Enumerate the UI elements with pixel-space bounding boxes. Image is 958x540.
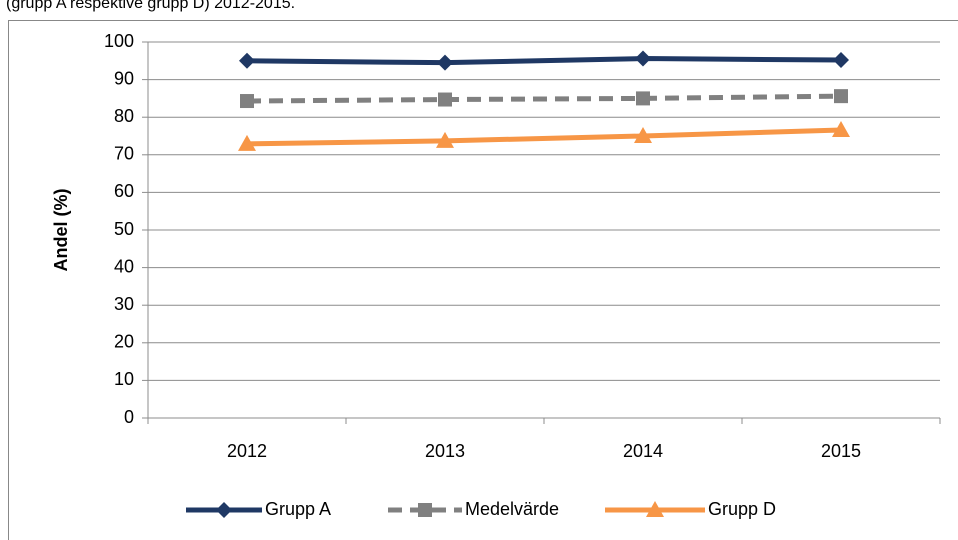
marker xyxy=(635,50,651,67)
chart-frame xyxy=(8,20,958,540)
marker xyxy=(636,91,650,106)
marker xyxy=(238,134,256,151)
x-tick-label: 2015 xyxy=(821,441,861,461)
y-tick-label: 60 xyxy=(114,181,134,201)
legend-label: Medelvärde xyxy=(465,499,559,519)
x-tick-label: 2012 xyxy=(227,441,267,461)
marker xyxy=(437,54,453,71)
legend-item: Grupp A xyxy=(186,499,331,519)
marker xyxy=(833,52,849,69)
y-axis-label: Andel (%) xyxy=(51,188,71,271)
y-tick-label: 30 xyxy=(114,294,134,314)
y-tick-label: 70 xyxy=(114,144,134,164)
caption: (grupp A respektive grupp D) 2012-2015. xyxy=(6,0,295,12)
marker xyxy=(438,92,452,107)
legend-item: Medelvärde xyxy=(388,499,559,519)
y-tick-label: 0 xyxy=(124,407,134,427)
legend-item: Grupp D xyxy=(605,499,776,519)
marker xyxy=(240,94,254,109)
marker xyxy=(634,127,652,143)
legend-label: Grupp D xyxy=(708,499,776,519)
y-tick-label: 100 xyxy=(104,31,134,51)
y-tick-label: 40 xyxy=(114,256,134,276)
marker xyxy=(834,89,848,104)
legend-label: Grupp A xyxy=(265,499,331,519)
marker xyxy=(832,120,850,137)
x-tick-label: 2013 xyxy=(425,441,465,461)
series-line xyxy=(246,56,842,66)
series-line xyxy=(246,127,842,147)
y-tick-label: 80 xyxy=(114,106,134,126)
marker xyxy=(239,52,255,69)
marker xyxy=(646,501,664,517)
y-tick-label: 90 xyxy=(114,68,134,88)
y-tick-label: 20 xyxy=(114,332,134,352)
x-tick-label: 2014 xyxy=(623,441,663,461)
marker xyxy=(216,502,232,518)
y-tick-label: 10 xyxy=(114,369,134,389)
marker xyxy=(418,503,432,517)
marker xyxy=(436,131,454,148)
series-line xyxy=(246,93,842,104)
y-tick-label: 50 xyxy=(114,219,134,239)
